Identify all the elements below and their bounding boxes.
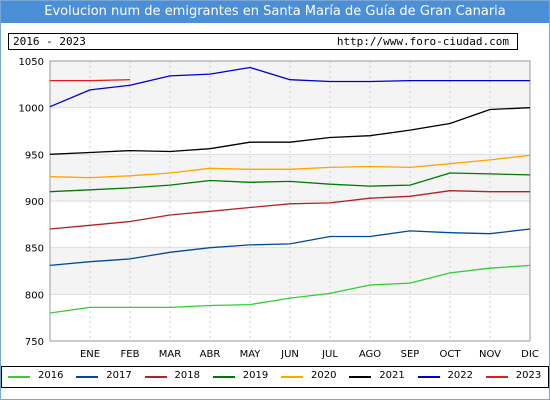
series-line-2023 [50,79,131,82]
series-line-2020 [49,154,531,179]
legend-label: 2022 [447,370,473,381]
info-box: 2016 - 2023 http://www.foro-ciudad.com [8,33,518,50]
x-tick-label: MAR [159,349,181,360]
legend-label: 2020 [311,370,337,381]
period-label: 2016 - 2023 [13,35,86,48]
x-tick-label: DIC [521,349,539,360]
legend-swatch [349,376,372,378]
legend-label: 2016 [38,370,64,381]
x-tick-label: ENE [80,349,100,360]
y-tick-label: 800 [25,290,44,301]
y-tick-label: 950 [25,150,44,161]
x-tick-label: JUN [280,349,299,360]
series-line-2018 [49,190,530,230]
plot-band [50,201,530,248]
legend: 2016 2017 2018 2019 2020 2021 2022 2023 [1,366,549,388]
legend-swatch [76,376,99,378]
legend-swatch [417,376,440,378]
plot-area-border [49,60,531,342]
x-tick-label: MAY [240,349,262,360]
legend-swatch [144,376,167,378]
x-tick-label: NOV [479,349,501,360]
series-line-2019 [49,172,531,193]
plot-band [50,61,530,108]
legend-label: 2021 [379,370,405,381]
y-tick-label: 750 [25,337,44,348]
x-tick-label: OCT [440,349,462,360]
series-line-2017 [49,228,531,267]
legend-label: 2017 [106,370,132,381]
series-line-2022 [49,66,530,108]
y-tick-label: 900 [25,197,44,208]
x-tick-label: ABR [200,349,221,360]
legend-label: 2023 [515,370,542,381]
legend-swatch [212,376,235,378]
x-tick-label: SEP [401,349,420,360]
y-tick-label: 1050 [19,57,44,68]
legend-label: 2018 [174,370,200,381]
legend-swatch [8,376,30,378]
x-tick-label: AGO [359,349,381,360]
legend-swatch [281,376,303,378]
y-tick-label: 850 [25,244,44,255]
y-tick-label: 1000 [19,104,44,115]
legend-swatch [485,376,508,378]
x-tick-label: JUL [321,349,338,360]
x-tick-label: FEB [121,349,140,360]
source-url: http://www.foro-ciudad.com [336,35,509,48]
legend-label: 2019 [242,370,269,381]
chart-title: Evolucion num de emigrantes en Santa Mar… [1,1,549,23]
series-line-2016 [49,264,531,314]
series-line-2021 [49,107,531,155]
